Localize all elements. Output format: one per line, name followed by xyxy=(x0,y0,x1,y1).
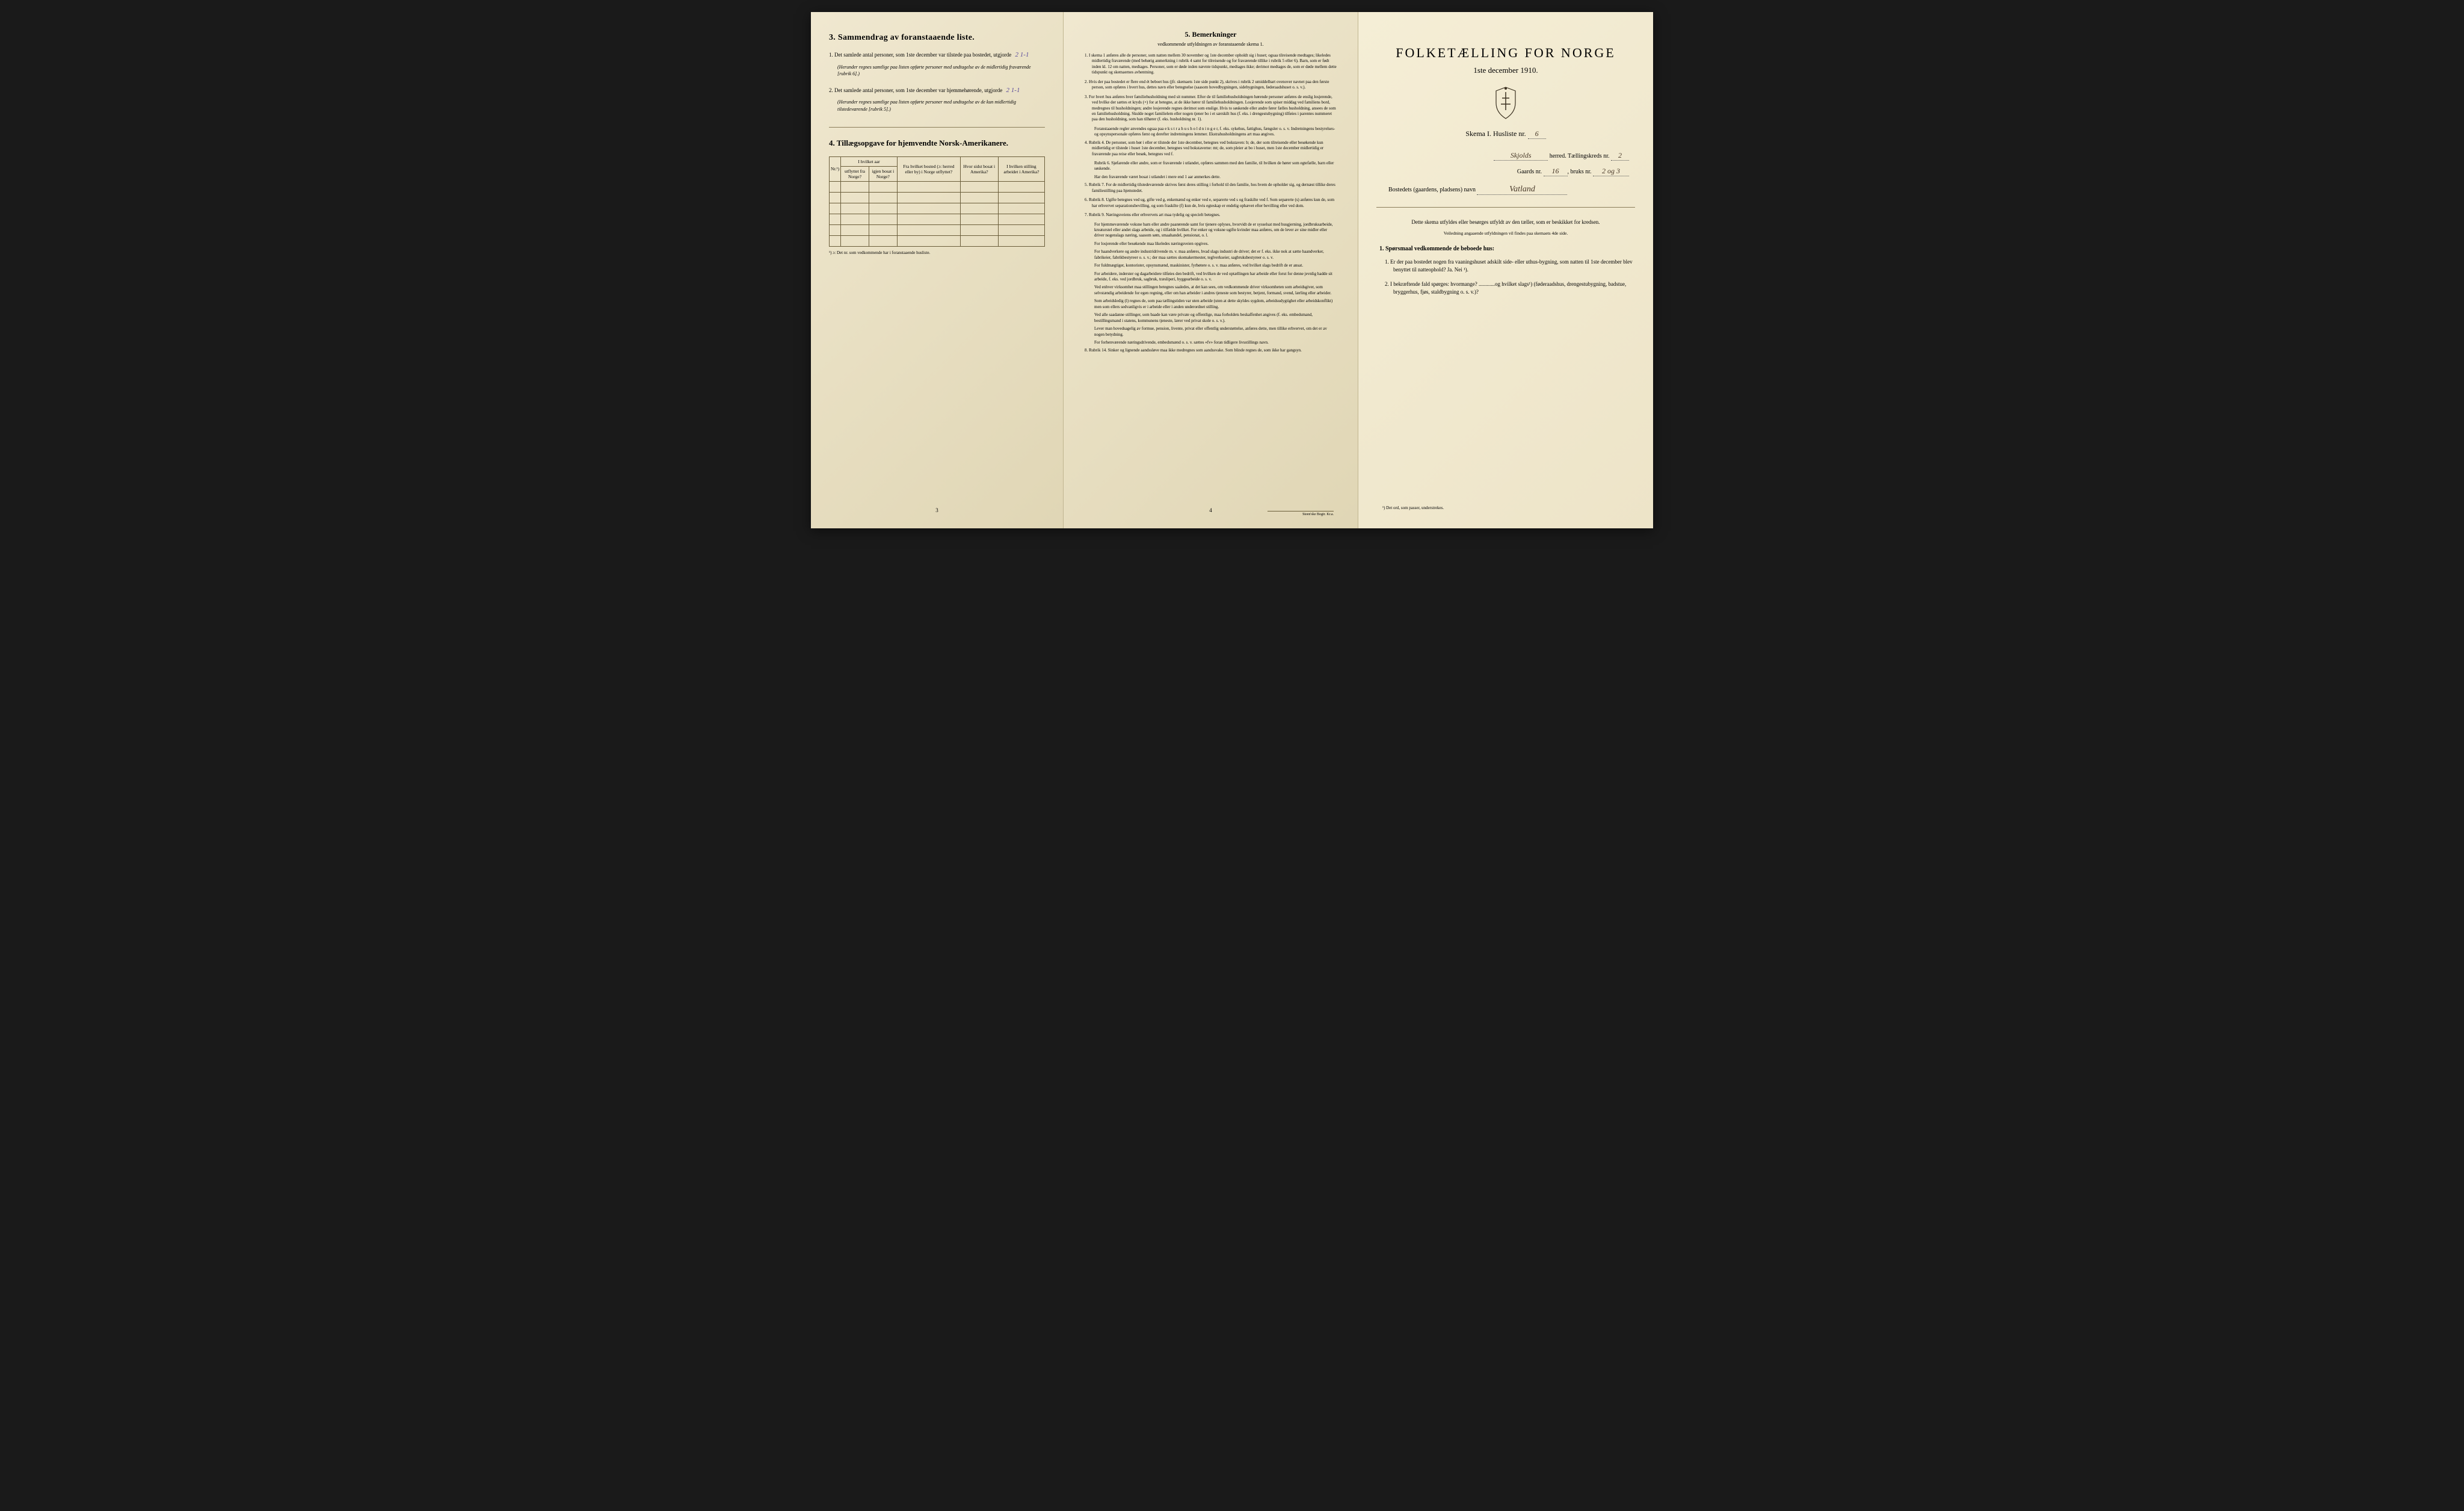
item2-handwritten-value: 2 1-1 xyxy=(1004,87,1023,94)
bosted-line: Bostedets (gaardens, pladsens) navn Vatl… xyxy=(1388,185,1635,195)
page-number-4: 4 xyxy=(1209,507,1212,513)
item2-note: (Herunder regnes samtlige paa listen opf… xyxy=(829,99,1045,112)
remark-item: Som arbeidsledig (l) regnes de, som paa … xyxy=(1085,298,1337,310)
remarks-list: 1. I skema 1 anføres alle de personer, s… xyxy=(1085,53,1337,354)
remark-item: Rubrik 6. Sjøfarende eller andre, som er… xyxy=(1085,161,1337,172)
page-4: 5. Bemerkninger vedkommende utfyldningen… xyxy=(1064,12,1358,528)
remark-item: For forhenværende næringsdrivende, embed… xyxy=(1085,340,1337,345)
emigrant-table: Nr.¹) I hvilket aar Fra hvilket bosted (… xyxy=(829,156,1045,247)
main-subtitle: 1ste december 1910. xyxy=(1376,66,1635,75)
coat-of-arms-icon xyxy=(1491,86,1520,120)
remark-item: 5. Rubrik 7. For de midlertidig tilstede… xyxy=(1085,182,1337,194)
item1-handwritten-value: 2 1-1 xyxy=(1013,51,1032,58)
th-utflyttet: utflyttet fra Norge? xyxy=(841,166,869,181)
remark-item: Har den fraværende været bosat i utlande… xyxy=(1085,175,1337,180)
th-year-group: I hvilket aar xyxy=(841,156,898,166)
section-4-title: 4. Tillægsopgave for hjemvendte Norsk-Am… xyxy=(829,138,1045,148)
question-2: 2. I bekræftende fald spørges: hvormange… xyxy=(1376,280,1635,297)
remark-item: For arbeidere, inderster og dagarbeidere… xyxy=(1085,271,1337,283)
table-footnote: ¹) ɔ: Det nr. som vedkommende har i fora… xyxy=(829,250,1045,255)
table-row xyxy=(830,192,1045,203)
table-row xyxy=(830,235,1045,246)
th-stilling: I hvilken stilling arbeidet i Amerika? xyxy=(998,156,1044,181)
remark-item: 2. Hvis der paa bostedet er flere end ét… xyxy=(1085,79,1337,91)
instruction-text: Dette skema utfyldes eller besørges utfy… xyxy=(1376,218,1635,227)
gaard-value: 16 xyxy=(1544,167,1568,176)
table-row xyxy=(830,214,1045,224)
page-number-3: 3 xyxy=(935,507,938,513)
th-nr: Nr.¹) xyxy=(830,156,841,181)
th-hvor-sidst: Hvor sidst bosat i Amerika? xyxy=(960,156,998,181)
remark-item: 4. Rubrik 4. De personer, som bør i elle… xyxy=(1085,140,1337,157)
section-3-title: 3. Sammendrag av foranstaaende liste. xyxy=(829,33,1045,43)
remark-item: For haandverkere og andre industridriven… xyxy=(1085,249,1337,261)
cover-page: FOLKETÆLLING FOR NORGE 1ste december 191… xyxy=(1358,12,1653,528)
kreds-value: 2 xyxy=(1611,151,1629,161)
page-3: 3. Sammendrag av foranstaaende liste. 1.… xyxy=(811,12,1064,528)
remark-item: 1. I skema 1 anføres alle de personer, s… xyxy=(1085,53,1337,76)
remark-item: For losjerende eller besøkende maa likel… xyxy=(1085,241,1337,247)
question-1: 1. Er der paa bostedet nogen fra vaaning… xyxy=(1376,258,1635,274)
main-title: FOLKETÆLLING FOR NORGE xyxy=(1376,45,1635,61)
remark-item: Ved alle saadanne stillinger, som baade … xyxy=(1085,312,1337,324)
remark-item: For fuldmægtiger, kontorister, opsynsmæn… xyxy=(1085,263,1337,268)
question-header: 1. Spørsmaal vedkommende de beboede hus: xyxy=(1376,246,1635,252)
skema-line: Skema I. Husliste nr. 6 xyxy=(1376,129,1635,139)
husliste-nr-value: 6 xyxy=(1528,129,1546,139)
section-3-item-2: 2. Det samlede antal personer, som 1ste … xyxy=(829,85,1045,96)
right-footnote: ¹) Det ord, som passer, understrekes. xyxy=(1382,505,1444,510)
herred-value: Skjolds xyxy=(1494,151,1548,161)
divider xyxy=(1376,207,1635,208)
section-5-title: 5. Bemerkninger xyxy=(1085,30,1337,39)
gaard-line: Gaards nr. 16, bruks nr. 2 og 3 xyxy=(1376,167,1635,176)
bosted-value: Vatland xyxy=(1477,185,1567,195)
remark-item: 3. For hvert hus anføres hver familiehus… xyxy=(1085,94,1337,123)
bruks-value: 2 og 3 xyxy=(1593,167,1629,176)
remark-item: Ved enhver virksomhet maa stillingen bet… xyxy=(1085,285,1337,296)
printer-mark: Steen'ske Bogtr. Kr.a. xyxy=(1267,511,1334,516)
remark-item: 8. Rubrik 14. Sinker og lignende aandssl… xyxy=(1085,348,1337,353)
census-document: 3. Sammendrag av foranstaaende liste. 1.… xyxy=(811,12,1653,528)
th-igjen-bosat: igjen bosat i Norge? xyxy=(869,166,897,181)
remark-item: 6. Rubrik 8. Ugifte betegnes ved ug, gif… xyxy=(1085,197,1337,209)
remark-item: For hjemmeværende voksne barn eller andr… xyxy=(1085,222,1337,239)
th-fra-bosted: Fra hvilket bosted (ɔ: herred eller by) … xyxy=(897,156,960,181)
remark-item: Foranstaaende regler anvendes ogsaa paa … xyxy=(1085,126,1337,138)
section-5-subtitle: vedkommende utfyldningen av foranstaaend… xyxy=(1085,42,1337,47)
table-row xyxy=(830,224,1045,235)
table-row xyxy=(830,181,1045,192)
remark-item: Lever man hovedsagelig av formue, pensio… xyxy=(1085,326,1337,338)
remark-item: 7. Rubrik 9. Næringsveiens eller erhverv… xyxy=(1085,212,1337,218)
herred-line: Skjolds herred. Tællingskreds nr. 2 xyxy=(1376,151,1635,161)
divider xyxy=(829,127,1045,128)
table-row xyxy=(830,203,1045,214)
section-3-item-1: 1. Det samlede antal personer, som 1ste … xyxy=(829,50,1045,60)
item1-note: (Herunder regnes samtlige paa listen opf… xyxy=(829,64,1045,77)
instruction-small: Veiledning angaaende utfyldningen vil fi… xyxy=(1376,230,1635,236)
